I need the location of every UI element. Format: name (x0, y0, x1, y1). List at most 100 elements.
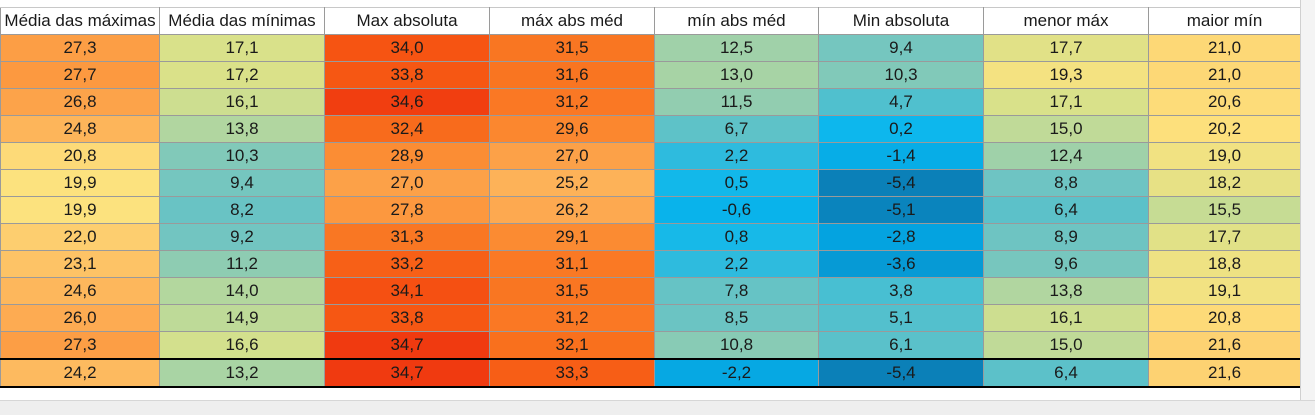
table-cell[interactable]: 3,8 (818, 277, 984, 305)
table-cell[interactable]: 19,1 (1148, 277, 1301, 305)
table-cell[interactable]: 34,0 (324, 34, 490, 62)
table-cell[interactable]: 21,0 (1148, 61, 1301, 89)
table-cell[interactable]: 19,3 (983, 61, 1149, 89)
table-cell[interactable]: 26,8 (0, 88, 160, 116)
header-cell[interactable]: Média das máximas (0, 7, 160, 35)
table-cell[interactable]: 27,8 (324, 196, 490, 224)
table-cell[interactable]: 29,6 (489, 115, 655, 143)
header-cell[interactable]: Média das mínimas (159, 7, 325, 35)
table-cell[interactable]: 20,8 (1148, 304, 1301, 332)
table-cell[interactable]: 9,2 (159, 223, 325, 251)
table-cell[interactable]: 27,0 (489, 142, 655, 170)
table-cell[interactable]: -2,2 (654, 358, 819, 388)
table-cell[interactable]: -1,4 (818, 142, 984, 170)
table-cell[interactable]: 31,2 (489, 304, 655, 332)
table-cell[interactable]: 33,8 (324, 304, 490, 332)
table-cell[interactable]: 25,2 (489, 169, 655, 197)
table-cell[interactable]: 33,8 (324, 61, 490, 89)
table-cell[interactable]: 13,8 (159, 115, 325, 143)
table-cell[interactable]: 8,8 (983, 169, 1149, 197)
table-cell[interactable]: 0,8 (654, 223, 819, 251)
table-cell[interactable]: 12,5 (654, 34, 819, 62)
table-cell[interactable]: 27,3 (0, 331, 160, 360)
table-cell[interactable]: 6,7 (654, 115, 819, 143)
table-cell[interactable]: 17,1 (159, 34, 325, 62)
table-cell[interactable]: 16,1 (159, 88, 325, 116)
table-cell[interactable]: 14,0 (159, 277, 325, 305)
table-cell[interactable]: 19,9 (0, 196, 160, 224)
table-cell[interactable]: 24,6 (0, 277, 160, 305)
table-cell[interactable]: 6,1 (818, 331, 984, 360)
table-cell[interactable]: 26,0 (0, 304, 160, 332)
table-cell[interactable]: 21,0 (1148, 34, 1301, 62)
table-cell[interactable]: 20,8 (0, 142, 160, 170)
table-cell[interactable]: 32,1 (489, 331, 655, 360)
table-cell[interactable]: 33,2 (324, 250, 490, 278)
table-cell[interactable]: 27,0 (324, 169, 490, 197)
table-cell[interactable]: 9,4 (818, 34, 984, 62)
table-cell[interactable]: 24,2 (0, 358, 160, 388)
table-cell[interactable]: 13,2 (159, 358, 325, 388)
scrollbar-track[interactable] (1300, 0, 1315, 414)
table-cell[interactable]: 27,3 (0, 34, 160, 62)
table-cell[interactable]: 8,2 (159, 196, 325, 224)
table-cell[interactable]: 9,4 (159, 169, 325, 197)
table-cell[interactable]: 28,9 (324, 142, 490, 170)
table-cell[interactable]: -5,4 (818, 358, 984, 388)
table-cell[interactable]: -3,6 (818, 250, 984, 278)
header-cell[interactable]: mín abs méd (654, 7, 819, 35)
table-cell[interactable]: 31,6 (489, 61, 655, 89)
table-cell[interactable]: 23,1 (0, 250, 160, 278)
table-cell[interactable]: 4,7 (818, 88, 984, 116)
table-cell[interactable]: 27,7 (0, 61, 160, 89)
header-cell[interactable]: maior mín (1148, 7, 1301, 35)
header-cell[interactable]: Min absoluta (818, 7, 984, 35)
table-cell[interactable]: 18,8 (1148, 250, 1301, 278)
table-cell[interactable]: 9,6 (983, 250, 1149, 278)
table-cell[interactable]: 21,6 (1148, 331, 1301, 360)
table-cell[interactable]: 34,6 (324, 88, 490, 116)
table-cell[interactable]: 21,6 (1148, 358, 1301, 388)
table-cell[interactable]: 13,0 (654, 61, 819, 89)
table-cell[interactable]: 34,1 (324, 277, 490, 305)
table-cell[interactable]: 8,9 (983, 223, 1149, 251)
table-cell[interactable]: 15,5 (1148, 196, 1301, 224)
table-cell[interactable]: 11,5 (654, 88, 819, 116)
table-cell[interactable]: 32,4 (324, 115, 490, 143)
table-cell[interactable]: 14,9 (159, 304, 325, 332)
table-cell[interactable]: 34,7 (324, 331, 490, 360)
table-cell[interactable]: 17,7 (983, 34, 1149, 62)
table-cell[interactable]: 6,4 (983, 358, 1149, 388)
table-cell[interactable]: 31,5 (489, 34, 655, 62)
table-cell[interactable]: 12,4 (983, 142, 1149, 170)
header-cell[interactable]: Max absoluta (324, 7, 490, 35)
table-cell[interactable]: 10,8 (654, 331, 819, 360)
table-cell[interactable]: 33,3 (489, 358, 655, 388)
table-cell[interactable]: 20,6 (1148, 88, 1301, 116)
table-cell[interactable]: 17,2 (159, 61, 325, 89)
table-cell[interactable]: 17,7 (1148, 223, 1301, 251)
table-cell[interactable]: 24,8 (0, 115, 160, 143)
header-cell[interactable]: menor máx (983, 7, 1149, 35)
table-cell[interactable]: 34,7 (324, 358, 490, 388)
table-cell[interactable]: 6,4 (983, 196, 1149, 224)
table-cell[interactable]: 31,3 (324, 223, 490, 251)
table-cell[interactable]: 15,0 (983, 331, 1149, 360)
table-cell[interactable]: -5,1 (818, 196, 984, 224)
table-cell[interactable]: 17,1 (983, 88, 1149, 116)
header-cell[interactable]: máx abs méd (489, 7, 655, 35)
table-cell[interactable]: 2,2 (654, 142, 819, 170)
table-cell[interactable]: 19,0 (1148, 142, 1301, 170)
table-cell[interactable]: -2,8 (818, 223, 984, 251)
table-cell[interactable]: 10,3 (818, 61, 984, 89)
table-cell[interactable]: 15,0 (983, 115, 1149, 143)
table-cell[interactable]: 19,9 (0, 169, 160, 197)
table-cell[interactable]: 16,1 (983, 304, 1149, 332)
table-cell[interactable]: 5,1 (818, 304, 984, 332)
table-cell[interactable]: 18,2 (1148, 169, 1301, 197)
table-cell[interactable]: 31,2 (489, 88, 655, 116)
table-cell[interactable]: -5,4 (818, 169, 984, 197)
table-cell[interactable]: 31,5 (489, 277, 655, 305)
table-cell[interactable]: 31,1 (489, 250, 655, 278)
table-cell[interactable]: 26,2 (489, 196, 655, 224)
